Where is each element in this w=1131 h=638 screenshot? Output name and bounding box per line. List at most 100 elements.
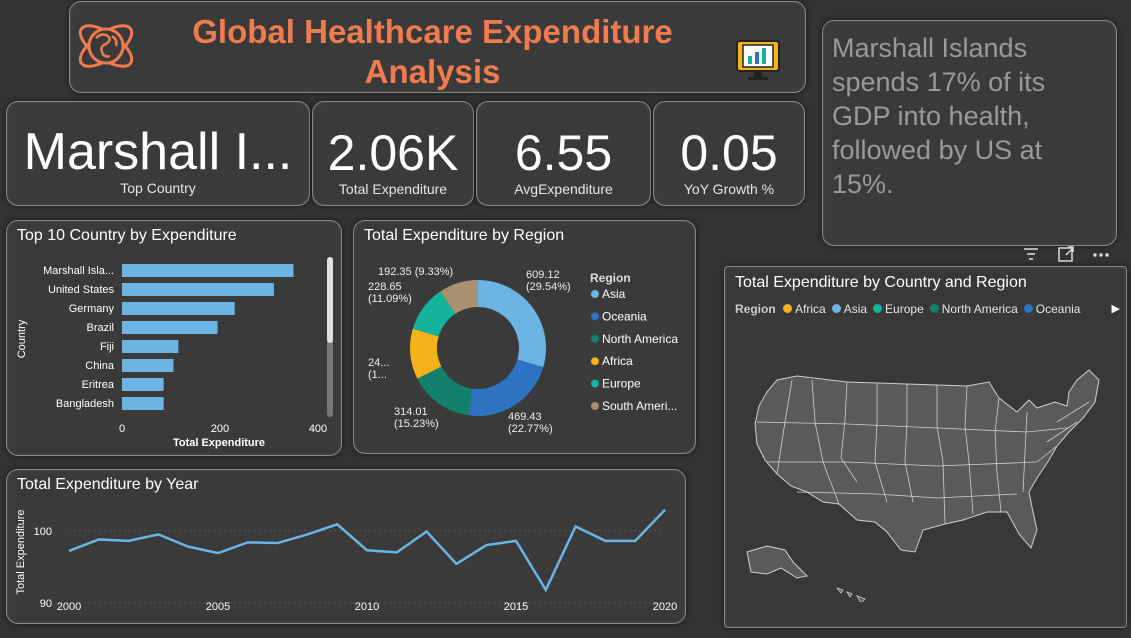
us-map[interactable]: [737, 362, 1117, 602]
legend-label: North America: [602, 332, 678, 346]
insight-card: Marshall Islands spends 17% of its GDP i…: [822, 20, 1117, 246]
year-line-chart-card: Total Expenditure by Year 90 100 2000 2005 2…: [6, 469, 686, 624]
kpi-top-country: Marshall I... Top Country: [6, 101, 310, 206]
bar-category-label: Fiji: [100, 341, 114, 353]
slice-data-label: 609.12: [526, 269, 560, 281]
kpi-label: AvgExpenditure: [514, 181, 613, 197]
legend-item: Asia: [831, 302, 868, 316]
legend-marker: [831, 304, 841, 313]
donut-slice: [468, 359, 544, 416]
slice-data-pct: (1...: [368, 369, 387, 381]
slice-data-pct: (22.77%): [508, 423, 553, 435]
x-tick-label: 2005: [206, 601, 230, 613]
legend-marker: [591, 402, 599, 410]
x-tick-label: 400: [309, 423, 327, 435]
kpi-value: 0.05: [680, 125, 778, 181]
donut-slice: [417, 366, 473, 416]
more-options-button[interactable]: [1087, 241, 1115, 267]
x-tick-label: 200: [211, 423, 229, 435]
legend-label: Asia: [843, 302, 868, 316]
donut-slice: [410, 328, 442, 379]
header-banner: Global Healthcare Expenditure Analysis: [69, 1, 806, 93]
legend-item: North America: [929, 302, 1018, 316]
kpi-label: Total Expenditure: [338, 181, 448, 197]
legend-items: Africa Asia Europe North America Oceania: [783, 302, 1086, 316]
title-line-1: Global Healthcare Expenditure: [192, 13, 673, 50]
donut-slice: [440, 280, 478, 314]
legend-label: South Ameri...: [602, 399, 677, 413]
legend-label: Oceania: [1035, 302, 1081, 316]
alaska-shape: [746, 545, 809, 579]
y-tick-label: 90: [40, 598, 52, 610]
bar-category-label: Brazil: [86, 322, 114, 334]
filter-icon: [1024, 248, 1038, 260]
slice-data-pct: (15.23%): [394, 418, 439, 430]
legend-item: Oceania: [1023, 302, 1081, 316]
x-axis-title: Total Expenditure: [173, 437, 265, 449]
bar: [122, 359, 174, 372]
bar-category-label: Eritrea: [82, 379, 115, 391]
legend-marker: [591, 312, 599, 321]
slice-data-label: 469.43: [508, 411, 542, 423]
title-line-2: Analysis: [364, 53, 501, 90]
bar-category-label: United States: [48, 284, 115, 296]
legend-marker: [591, 379, 599, 388]
dashboard-title: Global Healthcare Expenditure Analysis: [140, 12, 725, 92]
legend-item: Europe: [873, 302, 924, 316]
presentation-chart-icon: [736, 40, 780, 80]
bar-category-label: Germany: [69, 303, 115, 315]
state-borders: [756, 379, 1090, 525]
kpi-label: YoY Growth %: [683, 181, 775, 197]
kpi-total-expenditure: 2.06K Total Expenditure: [312, 101, 474, 206]
donut-slice: [478, 280, 546, 368]
x-tick-label: 2015: [504, 601, 528, 613]
focus-mode-button[interactable]: [1052, 241, 1080, 267]
chart-title: Total Expenditure by Region: [364, 227, 565, 244]
legend-marker: [873, 304, 883, 313]
map-card: Total Expenditure by Country and Region …: [724, 266, 1127, 628]
legend-scroll-arrow[interactable]: ▶: [1111, 303, 1120, 315]
bar: [122, 397, 164, 410]
legend-label: Africa: [795, 302, 826, 316]
legend-marker: [783, 304, 793, 313]
chart-title: Total Expenditure by Year: [17, 476, 199, 493]
legend-title: Region: [735, 302, 776, 316]
us-mainland-shape: [754, 369, 1100, 553]
top-countries-bar-chart[interactable]: Marshall Isla... United States Germany Braz…: [7, 221, 343, 457]
slice-data-pct: (11.09%): [368, 293, 412, 305]
x-tick-label: 0: [119, 423, 125, 435]
globe-logo-icon: [78, 24, 134, 68]
bar: [122, 340, 179, 353]
bar-category-label: Marshall Isla...: [43, 265, 114, 277]
legend-label: Asia: [602, 287, 626, 301]
bar: [122, 321, 218, 334]
filter-button[interactable]: [1017, 241, 1045, 267]
legend-marker: [591, 290, 599, 298]
insight-text: Marshall Islands spends 17% of its GDP i…: [832, 33, 1046, 199]
slice-data-label: 314.01: [394, 406, 428, 418]
kpi-yoy-growth: 0.05 YoY Growth %: [653, 101, 805, 206]
legend-item: Africa: [783, 302, 826, 316]
legend-label: Europe: [602, 377, 641, 391]
more-options-icon: [1093, 253, 1109, 257]
kpi-avg-expenditure: 6.55 AvgExpenditure: [476, 101, 651, 206]
top-countries-chart-card: Top 10 Country by Expenditure Marshall I…: [6, 220, 342, 456]
kpi-value: 6.55: [514, 125, 613, 181]
x-tick-label: 2000: [57, 601, 81, 613]
bar-category-label: Bangladesh: [56, 398, 114, 410]
slice-data-label: 24...: [368, 357, 389, 369]
year-line-chart[interactable]: 90 100 2000 2005 2010 2015 2020 Total Expenditu…: [7, 470, 687, 625]
kpi-value: Marshall I...: [23, 123, 293, 181]
legend-label: Oceania: [602, 309, 647, 323]
region-donut-chart[interactable]: 609.12(29.54%) 469.43(22.77%) 314.01(15.23…: [354, 221, 697, 455]
legend-marker: [591, 357, 599, 366]
series-line: [68, 509, 666, 593]
legend-marker: [1023, 304, 1033, 313]
slice-data-label: 192.35 (9.33%): [378, 266, 453, 278]
legend-marker: [929, 304, 939, 313]
legend-label: Africa: [602, 354, 633, 368]
legend-label: North America: [941, 302, 1018, 316]
kpi-label: Top Country: [120, 180, 196, 196]
legend-marker: [591, 334, 599, 343]
y-axis-title: Country: [16, 319, 28, 358]
